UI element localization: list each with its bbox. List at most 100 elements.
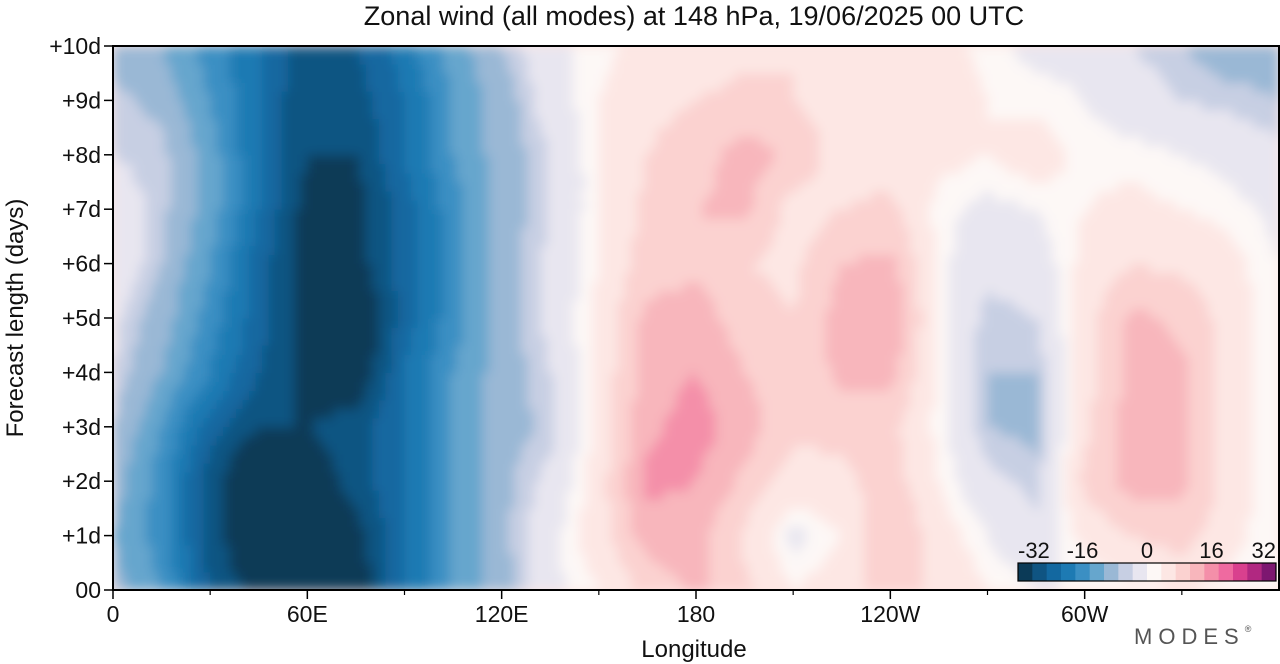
heat-cell xyxy=(138,408,146,419)
heat-cell xyxy=(339,499,347,509)
heat-cell xyxy=(287,499,295,509)
heat-cell xyxy=(1259,390,1267,401)
heat-cell xyxy=(650,562,658,573)
heat-cell xyxy=(410,526,419,537)
heat-cell xyxy=(346,417,354,428)
heat-cell xyxy=(527,463,535,473)
heat-cell xyxy=(631,481,639,491)
heat-cell xyxy=(922,553,930,564)
heat-cell xyxy=(132,517,140,528)
heat-cell xyxy=(844,544,853,555)
heat-cell xyxy=(1181,454,1189,464)
heat-cell xyxy=(236,426,244,437)
heat-cell xyxy=(385,435,393,446)
heat-cell xyxy=(158,481,166,491)
heat-cell xyxy=(1259,417,1267,428)
heat-cell xyxy=(1071,345,1079,355)
heat-cell xyxy=(274,553,283,564)
heat-cell xyxy=(365,526,373,537)
heat-cell xyxy=(287,408,295,419)
heat-cell xyxy=(1149,345,1157,355)
heat-cell xyxy=(838,490,846,500)
heat-cell xyxy=(190,535,198,546)
heat-cell xyxy=(1084,381,1092,392)
heat-cell xyxy=(579,372,587,383)
heat-cell xyxy=(482,363,490,373)
heat-cell xyxy=(773,553,781,564)
heat-cell xyxy=(488,435,496,446)
heat-cell xyxy=(158,490,166,500)
heat-cell xyxy=(903,517,911,528)
heat-cell xyxy=(1019,553,1027,564)
heat-cell xyxy=(1097,526,1105,537)
heat-cell xyxy=(715,499,723,509)
heat-cell xyxy=(961,508,969,519)
heat-cell xyxy=(268,408,276,419)
heat-cell xyxy=(145,363,153,373)
heat-cell xyxy=(1123,472,1131,482)
heat-cell xyxy=(1045,345,1053,355)
heat-cell xyxy=(631,454,639,464)
heat-cell xyxy=(547,336,555,346)
heat-cell xyxy=(993,481,1002,491)
heat-cell xyxy=(728,354,736,364)
heat-cell xyxy=(838,535,846,546)
heat-cell xyxy=(1253,544,1261,555)
heat-cell xyxy=(1065,463,1073,473)
heat-cell xyxy=(1253,354,1261,364)
heat-cell xyxy=(676,481,684,491)
heat-cell xyxy=(359,435,367,446)
heat-cell xyxy=(469,381,477,392)
heat-cell xyxy=(721,571,729,582)
heat-cell xyxy=(307,435,315,446)
heat-cell xyxy=(566,472,574,482)
heat-cell xyxy=(307,526,315,537)
heat-cell xyxy=(359,490,367,500)
heat-cell xyxy=(184,508,192,519)
heat-cell xyxy=(844,562,853,573)
heat-cell xyxy=(916,372,924,383)
heat-cell xyxy=(948,426,956,437)
heat-cell xyxy=(197,444,205,455)
heat-cell xyxy=(1110,544,1118,555)
heat-cell xyxy=(1045,354,1053,364)
heat-cell xyxy=(702,481,710,491)
heat-cell xyxy=(618,372,626,383)
heat-cell xyxy=(844,526,853,537)
heat-cell xyxy=(1149,417,1157,428)
heat-cell xyxy=(670,444,678,455)
heat-cell xyxy=(702,399,710,410)
heat-cell xyxy=(469,463,477,473)
heat-cell xyxy=(423,454,432,464)
heat-cell xyxy=(1149,435,1157,446)
heat-cell xyxy=(326,390,334,401)
heat-cell xyxy=(1117,535,1125,546)
heat-cell xyxy=(113,499,121,509)
heat-cell xyxy=(164,345,172,355)
heat-cell xyxy=(547,372,555,383)
heat-cell xyxy=(333,417,341,428)
heat-cell xyxy=(540,463,548,473)
heat-cell xyxy=(793,463,801,473)
heat-cell xyxy=(1220,444,1228,455)
heat-cell xyxy=(495,553,503,564)
heat-cell xyxy=(793,499,801,509)
heat-cell xyxy=(1006,390,1015,401)
heat-cell xyxy=(385,354,393,364)
heat-cell xyxy=(663,544,671,555)
heat-cell xyxy=(203,417,211,428)
heat-cell xyxy=(838,363,846,373)
heat-cell xyxy=(372,517,380,528)
heat-cell xyxy=(410,571,419,582)
heat-cell xyxy=(1233,417,1241,428)
heat-cell xyxy=(747,363,755,373)
heat-cell xyxy=(987,390,995,401)
heat-cell xyxy=(456,517,464,528)
heat-cell xyxy=(579,408,587,419)
heat-cell xyxy=(773,499,781,509)
heat-cell xyxy=(650,490,658,500)
heat-cell xyxy=(1084,345,1092,355)
heat-cell xyxy=(203,490,211,500)
heat-cell xyxy=(138,417,146,428)
heat-cell xyxy=(579,426,587,437)
